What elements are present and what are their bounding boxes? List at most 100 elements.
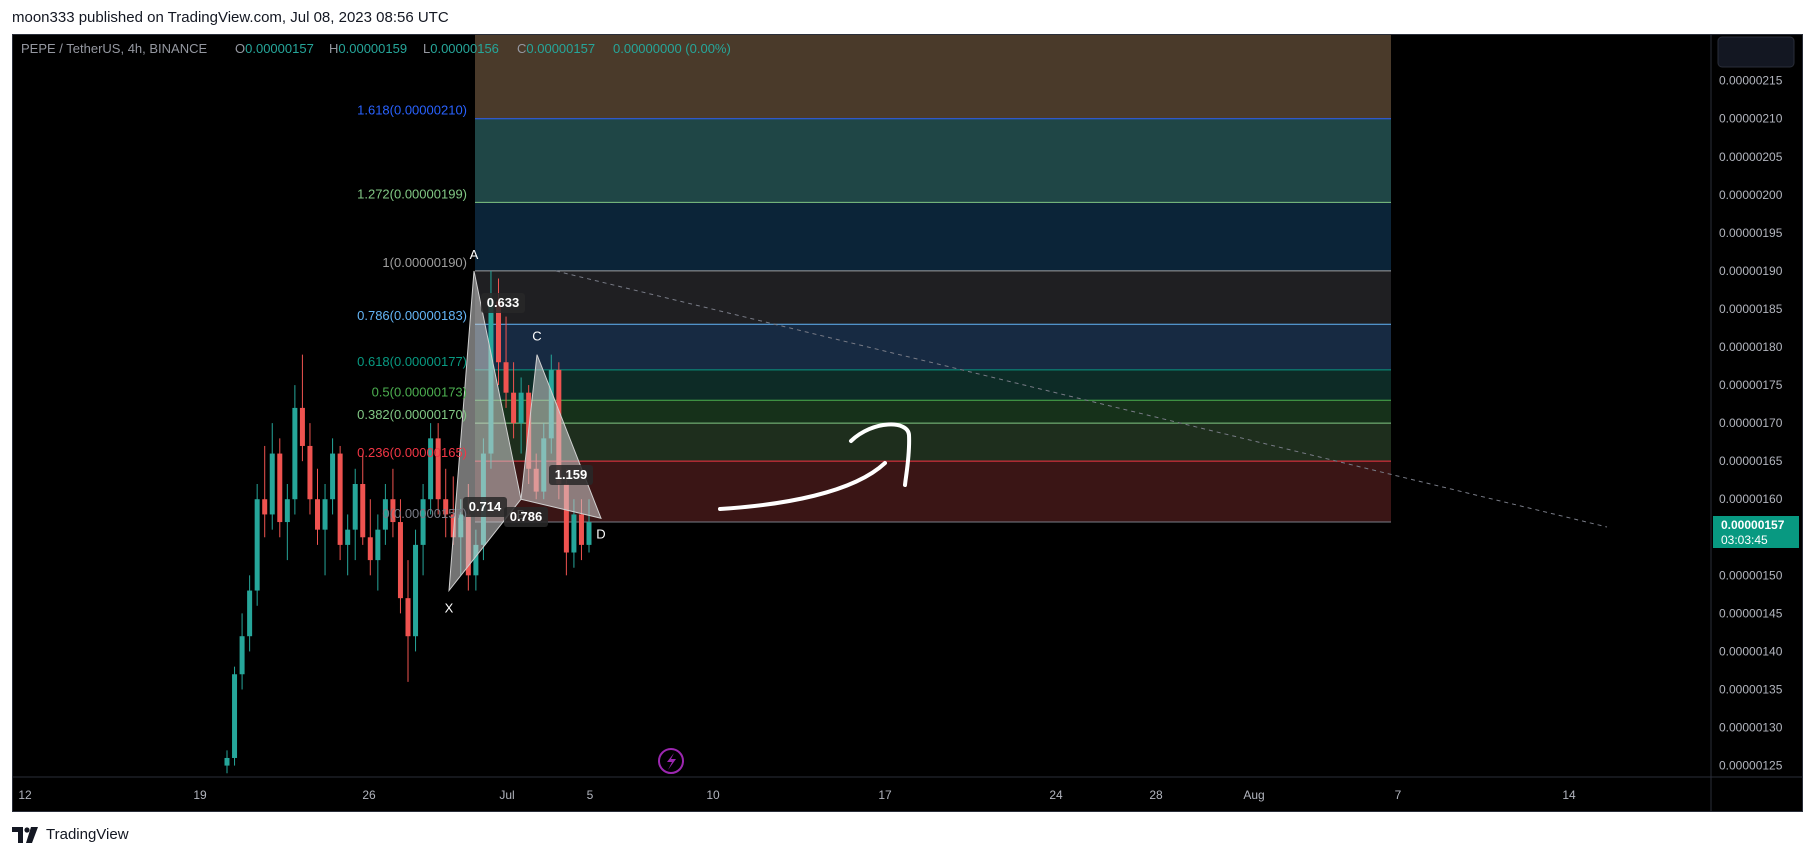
fib-zone [475, 35, 1391, 119]
price-tick: 0.00000125 [1719, 759, 1783, 773]
candle-body [473, 544, 479, 576]
pattern-ratio-box [481, 293, 525, 313]
time-axis[interactable]: 12 19 26 Jul 5 10 17 24 28 Aug 7 14 [18, 788, 1576, 802]
time-tick: 26 [362, 788, 376, 802]
candle-body [284, 499, 290, 523]
candle-body [367, 537, 373, 561]
price-tick: 0.00000145 [1719, 606, 1783, 620]
price-tick: 0.00000190 [1719, 264, 1783, 278]
current-price-badge: 0.00000157 03:03:45 [1713, 516, 1799, 548]
lightning-icon[interactable] [658, 748, 684, 774]
pattern-ratio-box [504, 507, 548, 527]
candle-body [315, 499, 320, 530]
bar-countdown: 03:03:45 [1721, 533, 1768, 547]
candle-body [337, 453, 343, 545]
candle-body [578, 514, 584, 545]
scale-settings-button[interactable] [1717, 36, 1795, 68]
arrow-head[interactable] [849, 422, 912, 487]
candle-body [262, 499, 268, 515]
close-label: C0.00000157 [517, 41, 595, 56]
publish-info: moon333 published on TradingView.com, Ju… [12, 9, 449, 26]
candle-body [511, 392, 517, 424]
fib-label: 0.5(0.00000173) [372, 384, 467, 399]
price-tick: 0.00000165 [1719, 454, 1783, 468]
candle-body [443, 499, 449, 515]
candle-body [518, 392, 524, 424]
low-label: L0.00000156 [423, 41, 499, 56]
pattern-ratio-box [549, 465, 593, 485]
candle-body [413, 544, 419, 637]
open-label: O0.00000157 [235, 41, 314, 56]
candle-body [224, 757, 230, 766]
pattern-ratio: 0.714 [469, 499, 502, 514]
time-tick: 10 [706, 788, 720, 802]
candle-body [277, 453, 283, 523]
high-label: H0.00000159 [329, 41, 407, 56]
candle-body [247, 590, 253, 637]
fib-zone [475, 400, 1391, 424]
fib-label: 0.618(0.00000177) [357, 354, 467, 369]
price-tick: 0.00000215 [1719, 74, 1783, 88]
time-tick: 14 [1562, 788, 1576, 802]
candle-body [345, 529, 351, 545]
time-tick: Jul [499, 788, 514, 802]
candle-body [382, 499, 388, 530]
candle-body [420, 499, 426, 545]
current-price: 0.00000157 [1721, 518, 1785, 532]
fib-labels: 1.618(0.00000210) 1.272(0.00000199) 1(0.00… [357, 103, 467, 521]
price-axis[interactable]: 0.00000215 0.00000210 0.00000205 0.00000200… [1719, 74, 1783, 773]
candle-body [586, 522, 592, 545]
pattern-ratio: 1.159 [555, 467, 588, 482]
candle-body [360, 484, 366, 538]
candle-body [397, 522, 403, 599]
time-tick: 19 [193, 788, 207, 802]
price-tick: 0.00000150 [1719, 568, 1783, 582]
time-tick: Aug [1243, 788, 1264, 802]
fib-label: 0(0.00000157) [382, 506, 467, 521]
price-tick: 0.00000205 [1719, 150, 1783, 164]
fib-zone [475, 270, 1391, 325]
candle-body [390, 499, 396, 523]
fib-label: 0.382(0.00000170) [357, 407, 467, 422]
price-tick: 0.00000170 [1719, 416, 1783, 430]
candle-body [239, 636, 245, 675]
price-tick: 0.00000185 [1719, 302, 1783, 316]
price-tick: 0.00000140 [1719, 644, 1783, 658]
candle-body [571, 514, 577, 553]
candle-body [269, 453, 275, 515]
fib-zone [475, 202, 1391, 271]
candle-body [292, 407, 298, 500]
candle-body [375, 529, 381, 561]
candle-body [450, 514, 456, 538]
time-tick: 7 [1395, 788, 1402, 802]
candle-body [254, 499, 260, 591]
symbol-label: PEPE / TetherUS, 4h, BINANCE [21, 41, 207, 56]
price-tick: 0.00000195 [1719, 226, 1783, 240]
time-tick: 24 [1049, 788, 1063, 802]
pattern-point-label: D [596, 526, 605, 541]
candle-body [232, 674, 238, 758]
fib-zone [475, 324, 1391, 370]
change-label: 0.00000000 (0.00%) [613, 41, 731, 56]
pattern-point-label: C [532, 329, 541, 344]
candle-body [352, 484, 358, 530]
fib-label: 1(0.00000190) [382, 255, 467, 270]
fib-zone [475, 369, 1391, 401]
fib-label: 0.236(0.00000165) [357, 445, 467, 460]
time-tick: 5 [587, 788, 594, 802]
pattern-point-label: X [445, 601, 454, 616]
price-tick: 0.00000160 [1719, 492, 1783, 506]
candle-body [330, 453, 336, 500]
pattern-ratio: 0.633 [487, 295, 520, 310]
ohlc-legend: PEPE / TetherUS, 4h, BINANCE O0.00000157… [21, 41, 731, 56]
fib-label: 0.786(0.00000183) [357, 308, 467, 323]
candle-body [435, 438, 441, 500]
projection-arrow[interactable] [718, 461, 887, 511]
pattern-point-label: A [470, 247, 479, 262]
candle-body [563, 484, 569, 553]
time-tick: 17 [878, 788, 892, 802]
price-tick: 0.00000135 [1719, 682, 1783, 696]
